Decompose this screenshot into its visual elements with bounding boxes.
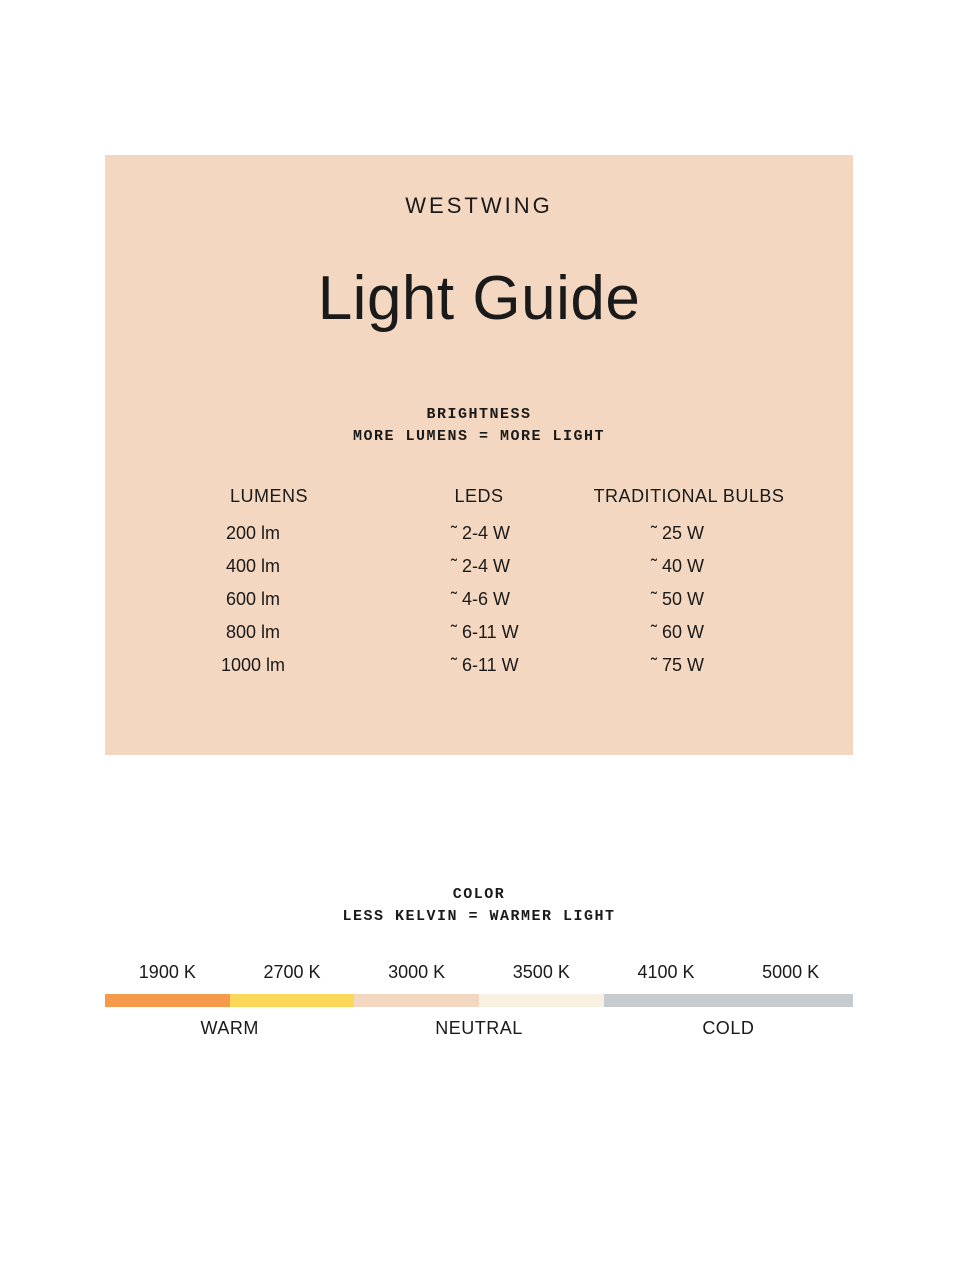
brand-label: WESTWING <box>105 193 853 219</box>
brightness-section-header: BRIGHTNESS MORE LUMENS = MORE LIGHT <box>105 404 853 448</box>
table-cell: 1000 lm <box>159 649 379 682</box>
column-lumens: LUMENS 200 lm 400 lm 600 lm 800 lm 1000 … <box>159 486 379 682</box>
table-cell: 600 lm <box>159 583 379 616</box>
table-cell: 800 lm <box>159 616 379 649</box>
column-header-traditional: TRADITIONAL BULBS <box>579 486 799 507</box>
kelvin-color-bar <box>105 994 853 1007</box>
table-cell: ˜ 75 W <box>579 649 799 682</box>
table-cell: 200 lm <box>159 517 379 550</box>
kelvin-value: 3000 K <box>354 962 479 983</box>
color-swatch-2700k <box>230 994 355 1007</box>
table-cell: ˜ 4-6 W <box>379 583 579 616</box>
brightness-label-line1: BRIGHTNESS <box>426 406 531 423</box>
category-cold: COLD <box>604 1018 853 1039</box>
color-swatch-3500k <box>479 994 604 1007</box>
table-cell: ˜ 2-4 W <box>379 517 579 550</box>
brightness-card: WESTWING Light Guide BRIGHTNESS MORE LUM… <box>105 155 853 755</box>
table-cell: ˜ 50 W <box>579 583 799 616</box>
table-cell: ˜ 25 W <box>579 517 799 550</box>
color-swatch-3000k <box>354 994 479 1007</box>
column-header-lumens: LUMENS <box>159 486 379 507</box>
category-warm: WARM <box>105 1018 354 1039</box>
kelvin-value: 5000 K <box>728 962 853 983</box>
brightness-label-line2: MORE LUMENS = MORE LIGHT <box>353 428 605 445</box>
kelvin-value: 3500 K <box>479 962 604 983</box>
table-cell: ˜ 40 W <box>579 550 799 583</box>
table-cell: ˜ 2-4 W <box>379 550 579 583</box>
column-leds: LEDS ˜ 2-4 W ˜ 2-4 W ˜ 4-6 W ˜ 6-11 W ˜ … <box>379 486 579 682</box>
brightness-table: LUMENS 200 lm 400 lm 600 lm 800 lm 1000 … <box>105 486 853 682</box>
table-cell: ˜ 60 W <box>579 616 799 649</box>
kelvin-value: 1900 K <box>105 962 230 983</box>
color-swatch-5000k <box>728 994 853 1007</box>
kelvin-value: 2700 K <box>230 962 355 983</box>
table-cell: 400 lm <box>159 550 379 583</box>
kelvin-values-row: 1900 K 2700 K 3000 K 3500 K 4100 K 5000 … <box>105 962 853 983</box>
color-swatch-1900k <box>105 994 230 1007</box>
color-section: COLOR LESS KELVIN = WARMER LIGHT 1900 K … <box>105 884 853 1039</box>
color-section-header: COLOR LESS KELVIN = WARMER LIGHT <box>105 884 853 928</box>
color-label-line1: COLOR <box>453 886 506 903</box>
category-neutral: NEUTRAL <box>354 1018 603 1039</box>
kelvin-value: 4100 K <box>604 962 729 983</box>
table-cell: ˜ 6-11 W <box>379 649 579 682</box>
table-cell: ˜ 6-11 W <box>379 616 579 649</box>
page-title: Light Guide <box>105 263 853 334</box>
column-header-leds: LEDS <box>379 486 579 507</box>
column-traditional: TRADITIONAL BULBS ˜ 25 W ˜ 40 W ˜ 50 W ˜… <box>579 486 799 682</box>
color-swatch-4100k <box>604 994 729 1007</box>
temperature-category-row: WARM NEUTRAL COLD <box>105 1018 853 1039</box>
color-label-line2: LESS KELVIN = WARMER LIGHT <box>342 908 615 925</box>
